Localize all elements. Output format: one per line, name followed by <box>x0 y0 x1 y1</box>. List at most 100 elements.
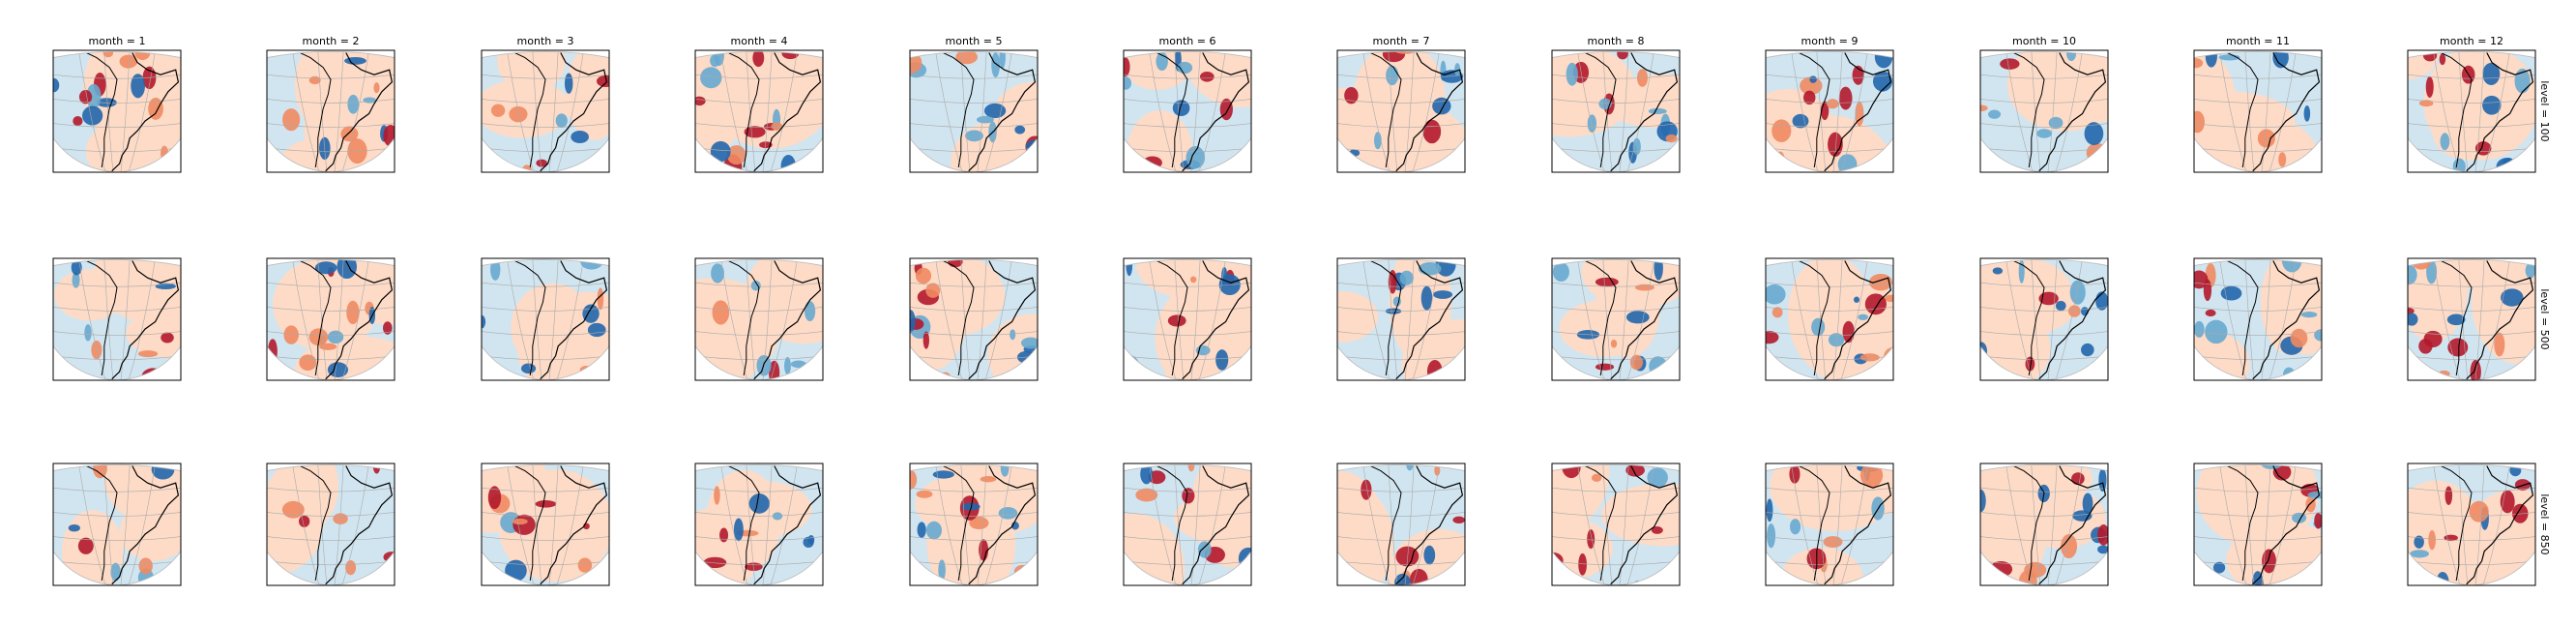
meridian-line <box>960 464 971 585</box>
meridian-line <box>128 259 156 380</box>
graticule <box>1980 51 2108 172</box>
parallel-line <box>695 331 823 336</box>
meridian-line <box>2269 464 2297 585</box>
disk-outline <box>2407 50 2536 173</box>
row-title: level = 100 <box>2538 80 2551 141</box>
parallel-line <box>53 99 181 104</box>
contour-field <box>482 464 609 585</box>
meridian-line <box>507 259 535 380</box>
meridian-line <box>2433 464 2461 585</box>
meridian-line <box>1577 51 1605 172</box>
map-panel <box>481 49 610 173</box>
parallel-line <box>910 123 1038 128</box>
anomaly-blob <box>2300 312 2318 318</box>
anomaly-blob <box>345 559 357 576</box>
parallel-line <box>2194 147 2322 153</box>
anomaly-blob <box>980 476 997 483</box>
meridian-line <box>762 259 773 380</box>
panel-frame <box>909 463 1039 586</box>
anomaly-blob <box>1420 285 1433 311</box>
column-title: month = 2 <box>303 35 360 47</box>
anomaly-blob <box>373 82 380 94</box>
anomaly-blob <box>1858 314 1868 320</box>
weak-positive-region <box>1337 291 1379 343</box>
weak-positive-region <box>2220 118 2321 172</box>
anomaly-blob <box>2257 129 2275 148</box>
weak-positive-region <box>1601 74 1680 129</box>
weak-positive-region <box>745 259 823 344</box>
anomaly-blob <box>703 556 727 569</box>
meridian-line <box>1388 51 1398 172</box>
anomaly-blob <box>2086 142 2108 164</box>
anomaly-blob <box>1625 464 1645 477</box>
parallel-line <box>1552 512 1680 517</box>
parallel-line <box>910 331 1038 336</box>
meridian-line <box>1602 259 1613 380</box>
panel-frame <box>2193 257 2323 381</box>
contour-field <box>267 259 395 380</box>
contour-field <box>1552 464 1680 585</box>
disk-outline <box>481 258 610 381</box>
anomaly-blob <box>1828 333 1845 347</box>
contour-field <box>910 259 1038 380</box>
weak-positive-region <box>1552 51 1637 137</box>
meridian-line <box>334 259 344 380</box>
weak-positive-region <box>1559 300 1649 357</box>
disk-outline <box>1979 463 2109 586</box>
meridian-line <box>1388 259 1398 380</box>
anomaly-blob <box>714 51 724 67</box>
map-panel <box>2193 257 2323 381</box>
coastline-east <box>325 465 394 585</box>
parallel-line <box>1552 536 1680 541</box>
meridian-line <box>1816 259 1827 380</box>
coastline-east <box>1610 52 1679 172</box>
graticule <box>482 464 609 585</box>
map-panel <box>2407 257 2536 381</box>
anomaly-blob <box>71 259 82 276</box>
anomaly-blob <box>915 267 932 284</box>
anomaly-blob <box>2038 291 2059 306</box>
parallel-line <box>1980 282 2108 287</box>
parallel-line <box>1337 536 1465 541</box>
anomaly-blob <box>733 518 744 542</box>
graticule <box>267 464 395 585</box>
meridian-line <box>2055 464 2083 585</box>
anomaly-blob <box>2069 280 2086 305</box>
anomaly-blob <box>1433 290 1453 299</box>
meridian-line <box>935 51 963 172</box>
anomaly-blob <box>1395 546 1420 567</box>
anomaly-blob <box>1177 61 1193 75</box>
anomaly-blob <box>381 573 391 585</box>
coastline-east <box>968 260 1037 380</box>
parallel-line <box>2194 560 2322 566</box>
anomaly-blob <box>68 523 80 532</box>
parallel-line <box>482 147 609 153</box>
anomaly-blob <box>299 354 317 371</box>
weak-positive-region <box>267 494 321 576</box>
anomaly-blob <box>1591 473 1602 483</box>
disk-outline <box>1551 258 1681 381</box>
parallel-line <box>53 536 181 541</box>
coastline-east <box>1182 465 1250 585</box>
parallel-line <box>1766 355 1893 361</box>
coastline-east <box>540 260 608 380</box>
anomaly-blob <box>2262 549 2276 574</box>
anomaly-blob <box>490 104 506 117</box>
anomaly-blob <box>917 522 926 538</box>
weak-positive-region <box>910 259 968 371</box>
contour-field <box>1124 464 1251 585</box>
graticule <box>1124 464 1251 585</box>
anomaly-blob <box>1874 51 1893 69</box>
contour-field <box>1552 51 1680 172</box>
parallel-line <box>2408 331 2535 336</box>
parallel-line <box>1552 355 1680 361</box>
anomaly-blob <box>1651 526 1663 534</box>
anomaly-blob <box>1775 151 1786 172</box>
anomaly-blob <box>1771 307 1783 318</box>
contour-field <box>1766 51 1893 172</box>
anomaly-blob <box>1632 137 1641 156</box>
coastline-east <box>325 52 394 172</box>
parallel-line <box>910 512 1038 517</box>
meridian-line <box>2031 464 2041 585</box>
graticule <box>695 259 823 380</box>
